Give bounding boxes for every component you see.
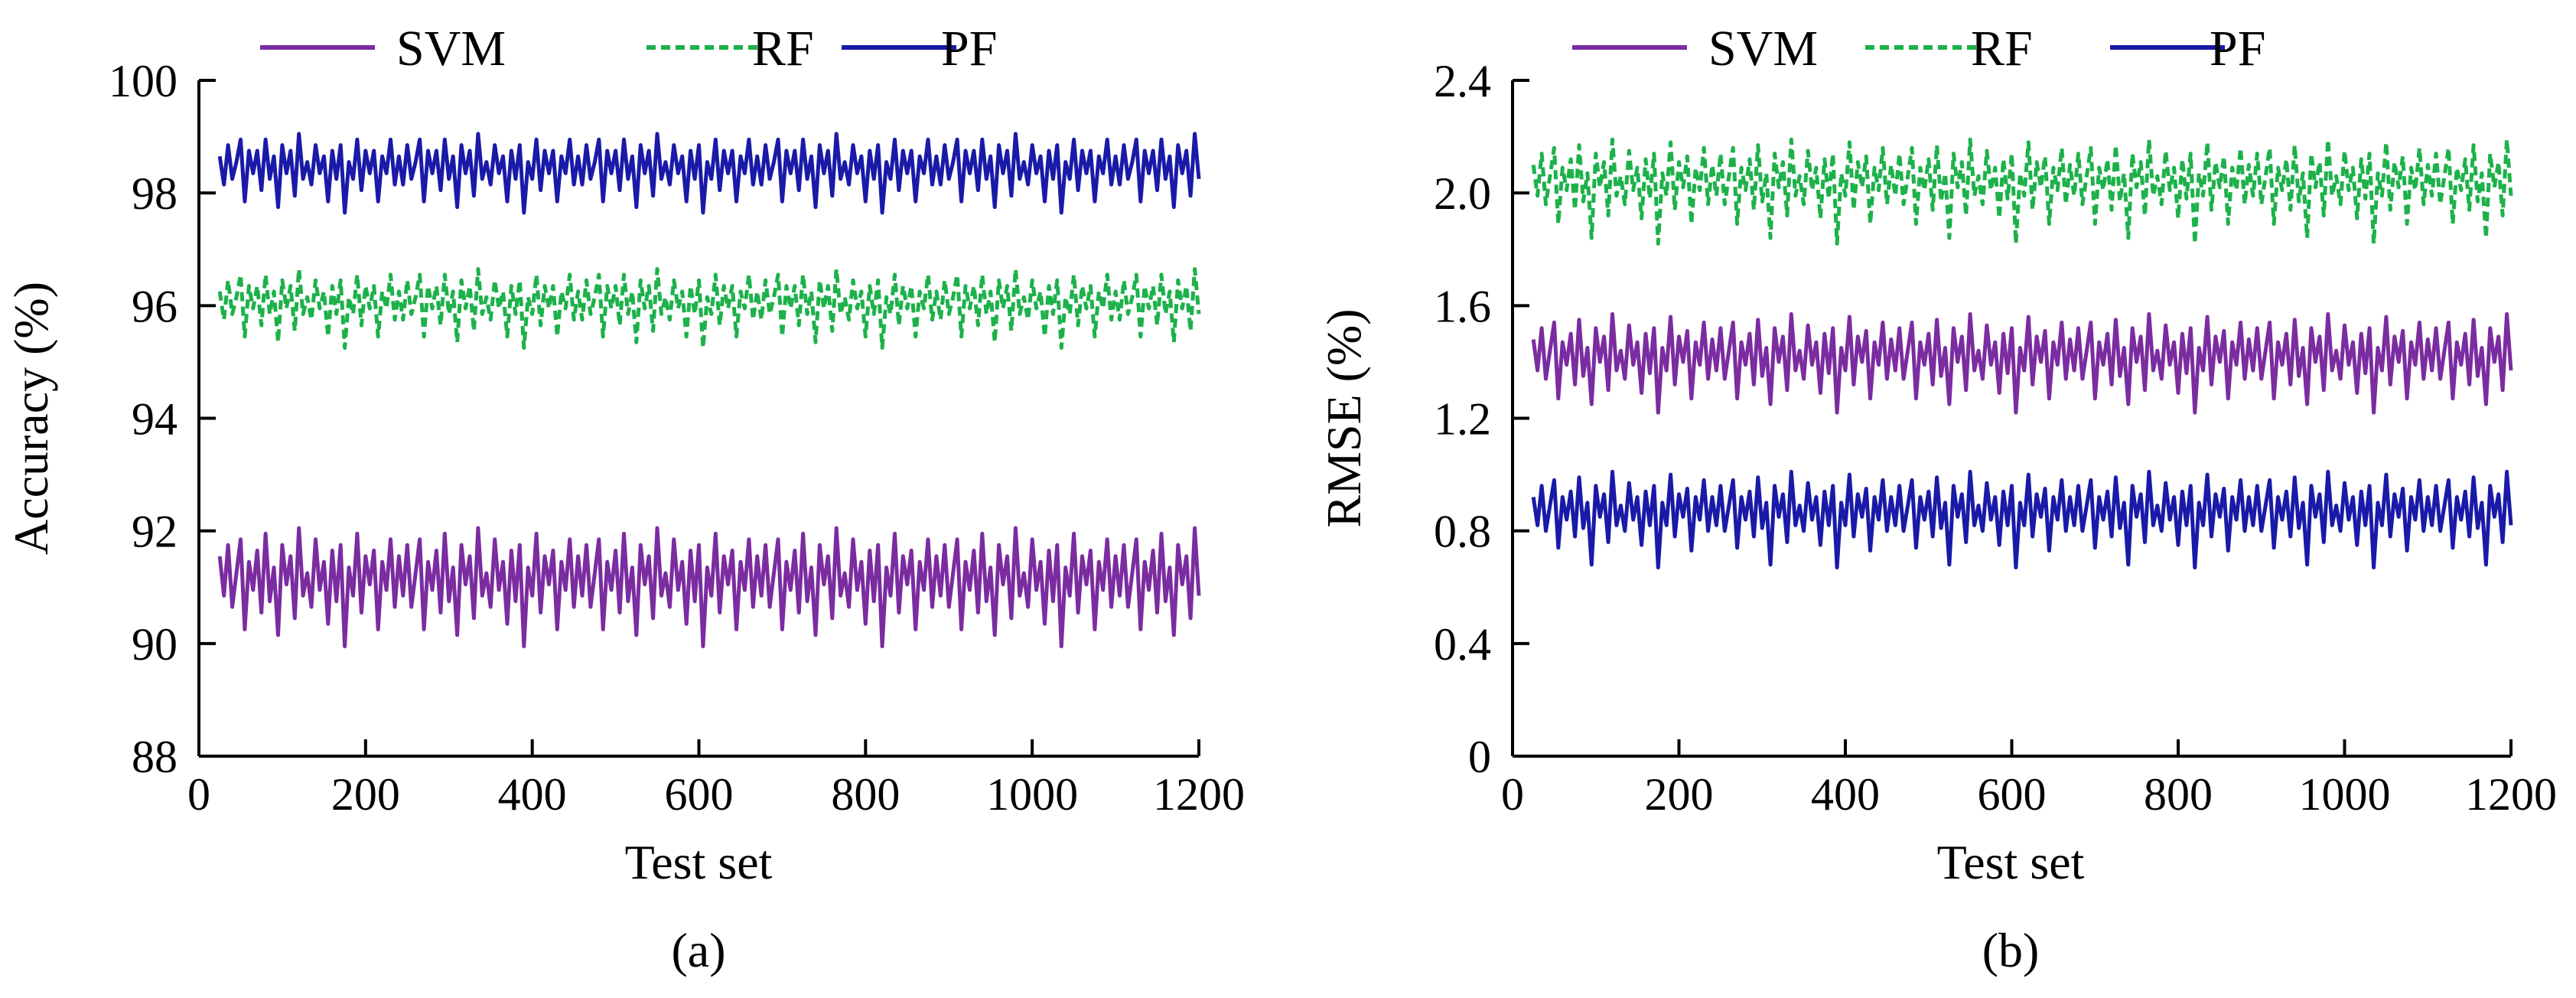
- y-tick-label: 0: [1468, 732, 1491, 782]
- y-tick-label: 1.2: [1434, 394, 1491, 445]
- y-tick-label: 2.4: [1434, 56, 1491, 106]
- x-tick-label: 400: [498, 769, 567, 820]
- series-lines: [1531, 137, 2513, 569]
- y-tick-label: 2.0: [1434, 168, 1491, 219]
- legend-label-svm: SVM: [1708, 21, 1818, 77]
- y-tick-label: 1.6: [1434, 281, 1491, 331]
- x-axis-title: Test set: [1937, 835, 2085, 889]
- x-tick-label: 0: [187, 769, 210, 820]
- y-axis-title: RMSE (%): [1317, 308, 1371, 527]
- series-line-rf: [217, 267, 1201, 350]
- legend: SVM RF PF: [260, 21, 997, 77]
- panel-caption: (b): [1982, 923, 2040, 977]
- x-tick-label: 400: [1811, 769, 1880, 820]
- x-tick-label: 1200: [1153, 769, 1245, 820]
- y-tick-label: 0.4: [1434, 619, 1491, 670]
- x-tick-label: 1000: [2299, 769, 2391, 820]
- series-line-svm: [1531, 311, 2513, 415]
- y-tick-label: 88: [132, 732, 177, 782]
- legend-label-rf: RF: [752, 21, 814, 77]
- x-tick-label: 600: [1978, 769, 2047, 820]
- legend: SVM RF PF: [1572, 21, 2265, 77]
- x-tick-label: 0: [1501, 769, 1524, 820]
- series-line-pf: [1531, 469, 2513, 569]
- x-tick-label: 1000: [986, 769, 1078, 820]
- series-line-rf: [1531, 137, 2513, 246]
- y-tick-label: 92: [132, 507, 177, 557]
- y-tick-label: 100: [109, 56, 177, 106]
- y-axis-title: Accuracy (%): [4, 282, 58, 555]
- series-line-svm: [217, 526, 1201, 648]
- legend-label-rf: RF: [1971, 21, 2033, 77]
- chart-panel-b: 0 0.4 0.8 1.2 1.6 2.0 2.4 0 200 400 600 800 1000 1200…: [1317, 21, 2557, 977]
- x-tick-label: 1200: [2465, 769, 2557, 820]
- x-tick-label: 200: [331, 769, 400, 820]
- y-tick-label: 0.8: [1434, 507, 1491, 557]
- series-line-pf: [217, 132, 1201, 215]
- x-tick-label: 800: [831, 769, 900, 820]
- series-lines: [217, 132, 1201, 648]
- y-tick-label: 96: [132, 281, 177, 331]
- x-tick-label: 600: [665, 769, 734, 820]
- legend-label-pf: PF: [941, 21, 997, 77]
- y-tick-label: 98: [132, 168, 177, 219]
- legend-label-svm: SVM: [396, 21, 506, 77]
- y-tick-label: 94: [132, 394, 177, 445]
- x-tick-label: 800: [2144, 769, 2213, 820]
- y-tick-label: 90: [132, 619, 177, 670]
- legend-label-pf: PF: [2210, 21, 2265, 77]
- x-axis-title: Test set: [625, 835, 773, 889]
- panel-caption: (a): [671, 923, 725, 977]
- x-tick-label: 200: [1645, 769, 1714, 820]
